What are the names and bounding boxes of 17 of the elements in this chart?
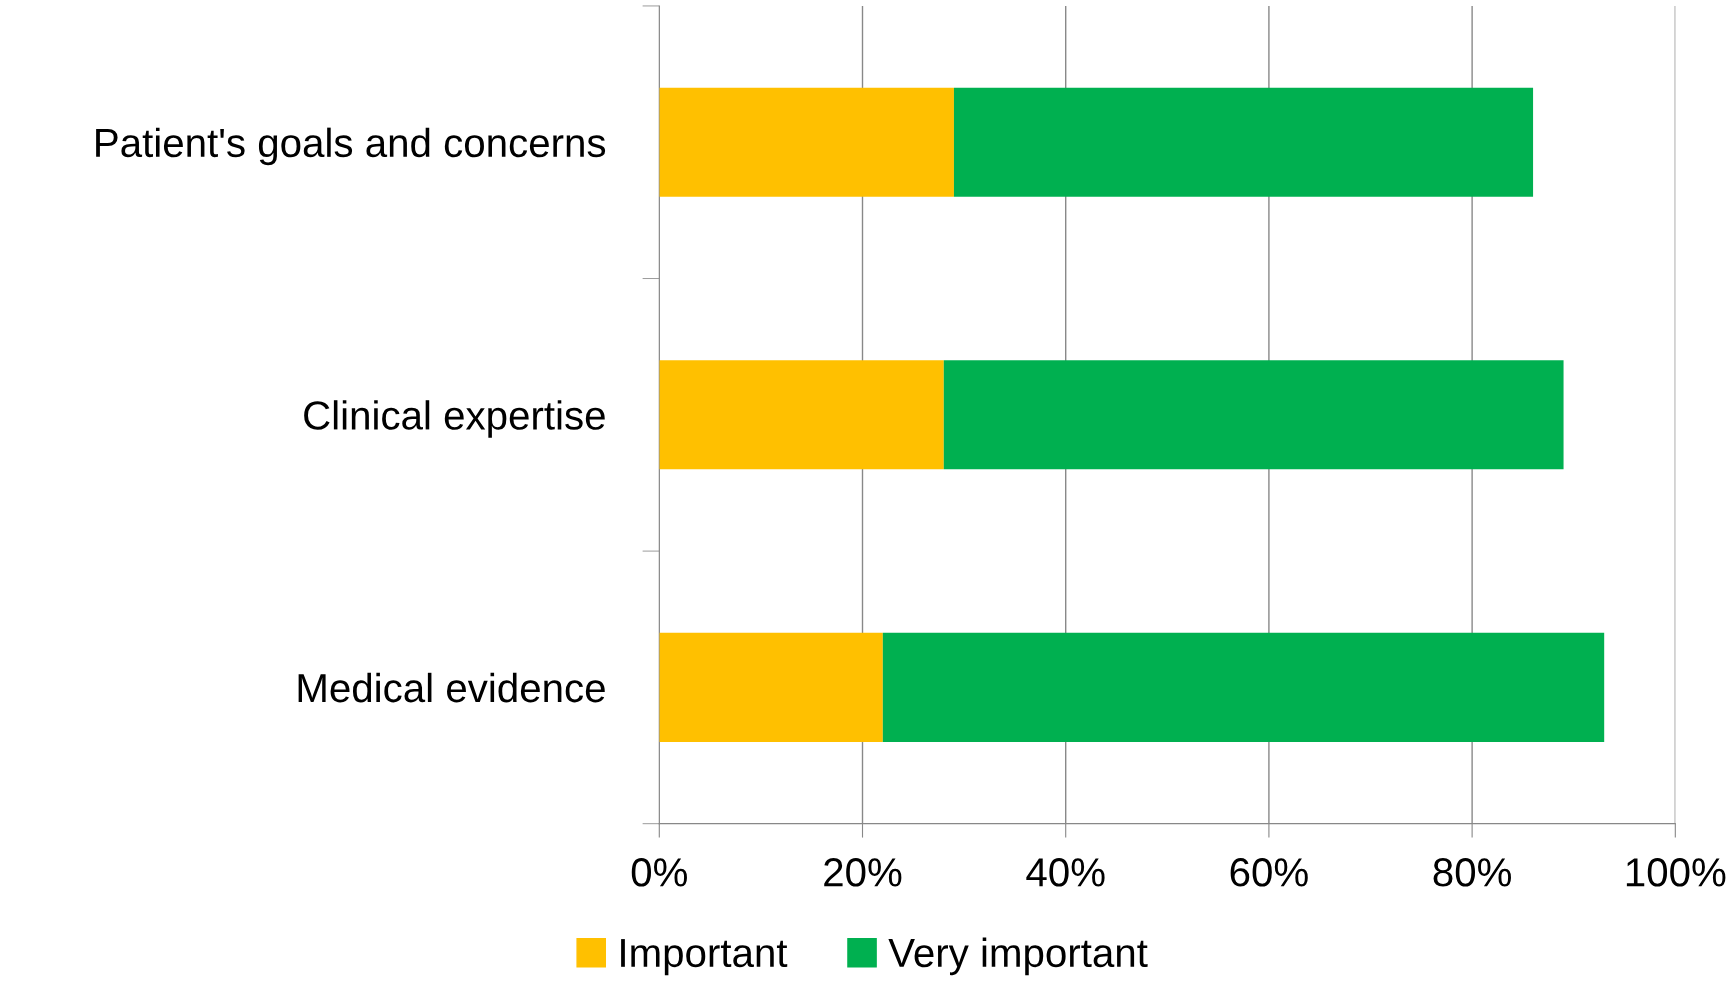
- x-tick-label: 80%: [1433, 858, 1511, 887]
- bar: [659, 632, 883, 742]
- x-tick-label: 40%: [1026, 858, 1105, 887]
- x-tick-label: 100%: [1626, 858, 1726, 887]
- bar: [953, 87, 1534, 197]
- bar: [882, 632, 1605, 742]
- x-tick-label: 20%: [824, 858, 902, 887]
- x-tick-label: 60%: [1230, 858, 1308, 887]
- y-tick-label: Patient's goals and concerns: [96, 127, 606, 166]
- legend-label: Important: [621, 939, 788, 976]
- bar: [659, 87, 954, 197]
- y-tick-label: Medical evidence: [298, 672, 605, 703]
- legend-label: Very important: [888, 937, 1148, 976]
- bar: [659, 360, 944, 470]
- y-tick-label: Clinical expertise: [304, 400, 605, 438]
- bar: [943, 360, 1564, 470]
- x-tick-label: 0%: [631, 858, 687, 887]
